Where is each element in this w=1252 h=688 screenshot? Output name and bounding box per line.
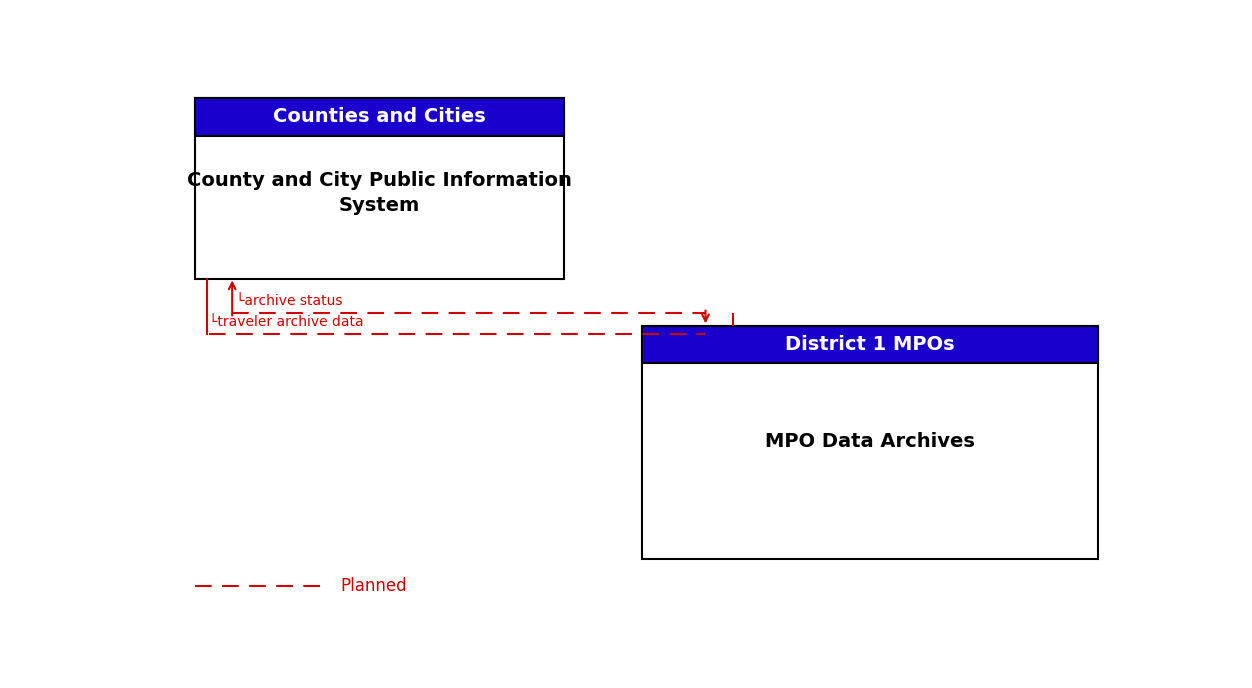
Text: County and City Public Information
System: County and City Public Information Syste… bbox=[188, 171, 572, 215]
Bar bbox=[195, 98, 563, 136]
Text: Counties and Cities: Counties and Cities bbox=[273, 107, 486, 127]
Text: MPO Data Archives: MPO Data Archives bbox=[765, 432, 974, 451]
Bar bbox=[641, 326, 1098, 559]
Bar bbox=[195, 98, 563, 279]
Text: └archive status: └archive status bbox=[237, 294, 343, 308]
Text: District 1 MPOs: District 1 MPOs bbox=[785, 335, 954, 354]
Bar bbox=[641, 326, 1098, 363]
Text: Planned: Planned bbox=[341, 577, 407, 595]
Text: └traveler archive data: └traveler archive data bbox=[209, 315, 363, 329]
